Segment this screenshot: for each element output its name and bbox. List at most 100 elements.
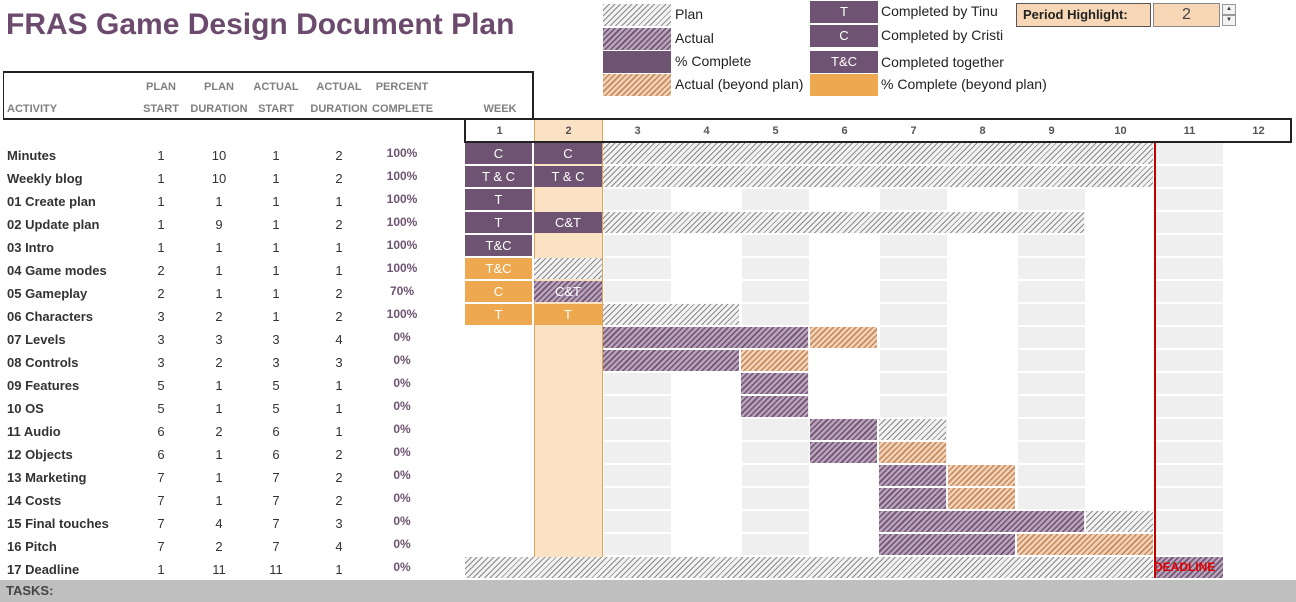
actual-beyond-bar [948, 465, 1015, 486]
percent-complete: 0% [393, 353, 411, 367]
deadline-marker [1154, 143, 1156, 578]
legend-beyond-swatch [603, 74, 671, 96]
grid-cell [1156, 534, 1223, 555]
actual-bar [603, 327, 808, 348]
legend-tinu-label: Completed by Tinu [881, 3, 998, 19]
activity-name: 07 Levels [7, 332, 66, 347]
plan-bar [603, 143, 1153, 164]
actual-start: 1 [272, 240, 280, 255]
period-spinner[interactable]: ▲ ▼ [1222, 3, 1236, 27]
complete-cell: C [465, 143, 532, 164]
actual-start: 3 [272, 355, 280, 370]
grid-cell [1018, 258, 1085, 279]
week-header-2: 2 [565, 125, 572, 137]
grid-cell [604, 511, 671, 532]
week-header-10: 10 [1114, 125, 1127, 137]
grid-cell [880, 258, 947, 279]
page-title: FRAS Game Design Document Plan [6, 8, 515, 41]
legend-badge-tc: T&C [810, 51, 878, 73]
grid-cell [1156, 465, 1223, 486]
actual-duration: 1 [335, 194, 343, 209]
plan-duration: 4 [215, 516, 223, 531]
activity-name: 04 Game modes [7, 263, 107, 278]
week-header-3: 3 [634, 125, 641, 137]
grid-cell [1156, 488, 1223, 509]
actual-bar [879, 465, 946, 486]
week-header-9: 9 [1048, 125, 1055, 137]
plan-bar [603, 166, 1153, 187]
actual-duration: 4 [335, 539, 343, 554]
tasks-bar: TASKS: [0, 580, 1296, 602]
percent-complete: 100% [386, 238, 418, 252]
week-header-12: 12 [1252, 125, 1265, 137]
spin-up-icon[interactable]: ▲ [1222, 4, 1236, 15]
actual-duration: 1 [335, 424, 343, 439]
grid-cell [1018, 235, 1085, 256]
grid-cell [1156, 235, 1223, 256]
plan-start: 1 [157, 194, 165, 209]
complete-cell: C [534, 143, 602, 164]
plan-duration: 1 [215, 401, 223, 416]
week-header-11: 11 [1183, 125, 1196, 137]
complete-cell: T [465, 189, 532, 210]
grid-cell [1156, 350, 1223, 371]
activity-name: Minutes [7, 148, 57, 163]
period-highlight-input[interactable]: 2 [1153, 3, 1220, 27]
actual-start: 7 [272, 493, 280, 508]
actual-cell: C&T [534, 281, 602, 302]
plan-start: 6 [157, 424, 165, 439]
grid-cell [604, 281, 671, 302]
actual-duration: 2 [335, 286, 343, 301]
plan-start: 1 [157, 217, 165, 232]
activity-name: 13 Marketing [7, 470, 87, 485]
plan-duration: 2 [215, 355, 223, 370]
legend-complete-label: % Complete [675, 53, 752, 69]
activity-name: 17 Deadline [7, 562, 80, 577]
grid-cell [1156, 419, 1223, 440]
actual-start: 1 [272, 148, 280, 163]
plan-start: 7 [157, 493, 165, 508]
grid-cell [1156, 511, 1223, 532]
column-header-box [3, 71, 534, 118]
plan-start: 1 [157, 240, 165, 255]
grid-cell [1156, 304, 1223, 325]
grid-cell [742, 442, 809, 463]
activity-name: 06 Characters [7, 309, 93, 324]
percent-complete: 100% [386, 192, 418, 206]
plan-bar [603, 212, 1084, 233]
header-activity: ACTIVITY [7, 103, 58, 115]
plan-start: 3 [157, 309, 165, 324]
grid-cell [1018, 281, 1085, 302]
plan-start: 5 [157, 378, 165, 393]
legend-cristi-label: Completed by Cristi [881, 27, 1004, 43]
percent-complete: 0% [393, 537, 411, 551]
grid-cell [742, 511, 809, 532]
legend-beyond-label: Actual (beyond plan) [675, 76, 804, 92]
plan-duration: 1 [215, 447, 223, 462]
week-header-box [464, 120, 1292, 142]
header-week: WEEK [483, 103, 517, 115]
plan-start: 3 [157, 355, 165, 370]
plan-duration: 2 [215, 424, 223, 439]
grid-cell [742, 235, 809, 256]
actual-bar [879, 534, 1015, 555]
grid-cell [742, 189, 809, 210]
grid-cell [1018, 304, 1085, 325]
grid-cell [604, 189, 671, 210]
grid-cell [1156, 258, 1223, 279]
actual-bar [879, 488, 946, 509]
plan-start: 1 [157, 148, 165, 163]
spin-down-icon[interactable]: ▼ [1222, 15, 1236, 26]
grid-cell [604, 465, 671, 486]
plan-duration: 1 [215, 493, 223, 508]
grid-cell [880, 350, 947, 371]
plan-duration: 10 [211, 171, 227, 186]
grid-cell [604, 373, 671, 394]
activity-name: 02 Update plan [7, 217, 100, 232]
actual-duration: 1 [335, 378, 343, 393]
plan-start: 1 [157, 562, 165, 577]
actual-start: 3 [272, 332, 280, 347]
legend-complete-beyond-label: % Complete (beyond plan) [881, 76, 1047, 92]
actual-start: 6 [272, 447, 280, 462]
grid-cell [742, 534, 809, 555]
